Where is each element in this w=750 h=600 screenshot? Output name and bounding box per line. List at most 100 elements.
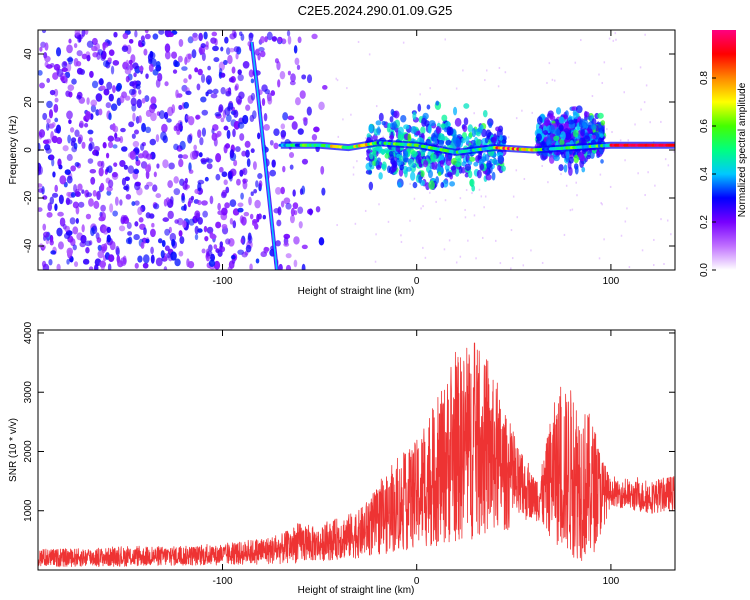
burst-blob [553,135,560,142]
noise-blob [68,119,72,125]
noise-blob [65,197,71,206]
faint-dot [484,195,487,198]
noise-blob [226,129,231,140]
noise-blob [198,45,206,55]
noise-blob [119,199,123,206]
burst-blob [438,139,444,148]
burst-blob [418,175,422,184]
noise-blob [140,241,145,249]
noise-blob [77,183,83,191]
faint-dot [641,249,644,252]
noise-blob [124,95,131,101]
noise-blob [215,173,221,181]
noise-blob [197,216,203,225]
noise-blob [66,258,70,265]
noise-blob [285,253,292,259]
noise-blob [271,159,276,168]
noise-blob [200,43,206,49]
noise-blob [198,152,203,158]
noise-blob [283,197,291,205]
noise-blob [133,181,141,191]
faint-dot [624,159,626,162]
faint-dot [615,38,617,41]
noise-blob [41,30,47,34]
noise-blob [242,114,249,125]
noise-blob [100,204,106,212]
faint-dot [580,39,582,42]
faint-dot [336,224,338,227]
noise-blob [112,85,116,94]
faint-dot [437,121,440,124]
noise-blob [237,122,245,129]
burst-blob [491,171,496,181]
burst-blob [388,134,395,140]
burst-blob [397,181,402,188]
noise-blob [149,213,155,219]
noise-blob [40,41,46,48]
noise-blob [53,63,61,71]
colorbar-tick-label: 0.2 [699,215,710,229]
burst-blob [397,126,404,136]
noise-blob [175,123,181,132]
noise-blob [155,193,162,199]
noise-blob [285,202,292,210]
burst-blob [501,139,507,144]
burst-blob [568,119,575,125]
noise-blob [220,117,225,123]
burst-blob [443,136,448,141]
noise-blob [38,69,43,76]
noise-blob [43,231,50,238]
noise-blob [258,47,265,52]
noise-blob [237,202,244,208]
noise-blob [234,146,241,153]
noise-blob [45,147,52,154]
noise-blob [255,180,259,188]
burst-blob [435,100,440,106]
noise-blob [73,43,78,49]
noise-blob [209,195,214,205]
snr-x-tick-label: 100 [603,576,620,587]
noise-blob [206,158,213,164]
burst-blob [480,163,485,170]
burst-blob [599,133,604,138]
noise-blob [74,129,80,137]
noise-blob [249,213,254,220]
noise-blob [127,165,135,174]
noise-blob [235,52,239,60]
noise-blob [112,210,119,217]
noise-blob [85,110,92,121]
noise-blob [135,83,141,90]
burst-blob [417,103,422,112]
noise-blob [42,223,47,231]
noise-blob [266,31,273,41]
noise-blob [149,103,156,114]
noise-blob [103,88,110,96]
noise-blob [141,98,146,104]
noise-blob [287,115,295,121]
faint-dot [660,218,662,221]
burst-blob [497,154,504,163]
noise-blob [315,206,321,213]
burst-blob [597,112,604,119]
noise-blob [206,163,213,170]
noise-blob [245,104,251,111]
faint-dot [475,257,477,260]
noise-blob [212,88,219,95]
burst-blob [398,134,404,142]
burst-blob [573,111,579,120]
noise-blob [187,200,192,208]
noise-blob [287,70,292,76]
spectrogram-y-label: Frequency (Hz) [8,116,19,185]
noise-blob [210,37,217,44]
noise-blob [215,221,222,229]
noise-blob [290,73,296,83]
noise-blob [173,188,181,196]
burst-blob [381,120,386,126]
burst-blob [462,124,468,133]
noise-blob [279,70,286,80]
noise-blob [242,61,250,69]
noise-blob [248,32,254,39]
noise-blob [171,51,178,59]
noise-blob [145,212,151,219]
noise-blob [79,120,84,129]
